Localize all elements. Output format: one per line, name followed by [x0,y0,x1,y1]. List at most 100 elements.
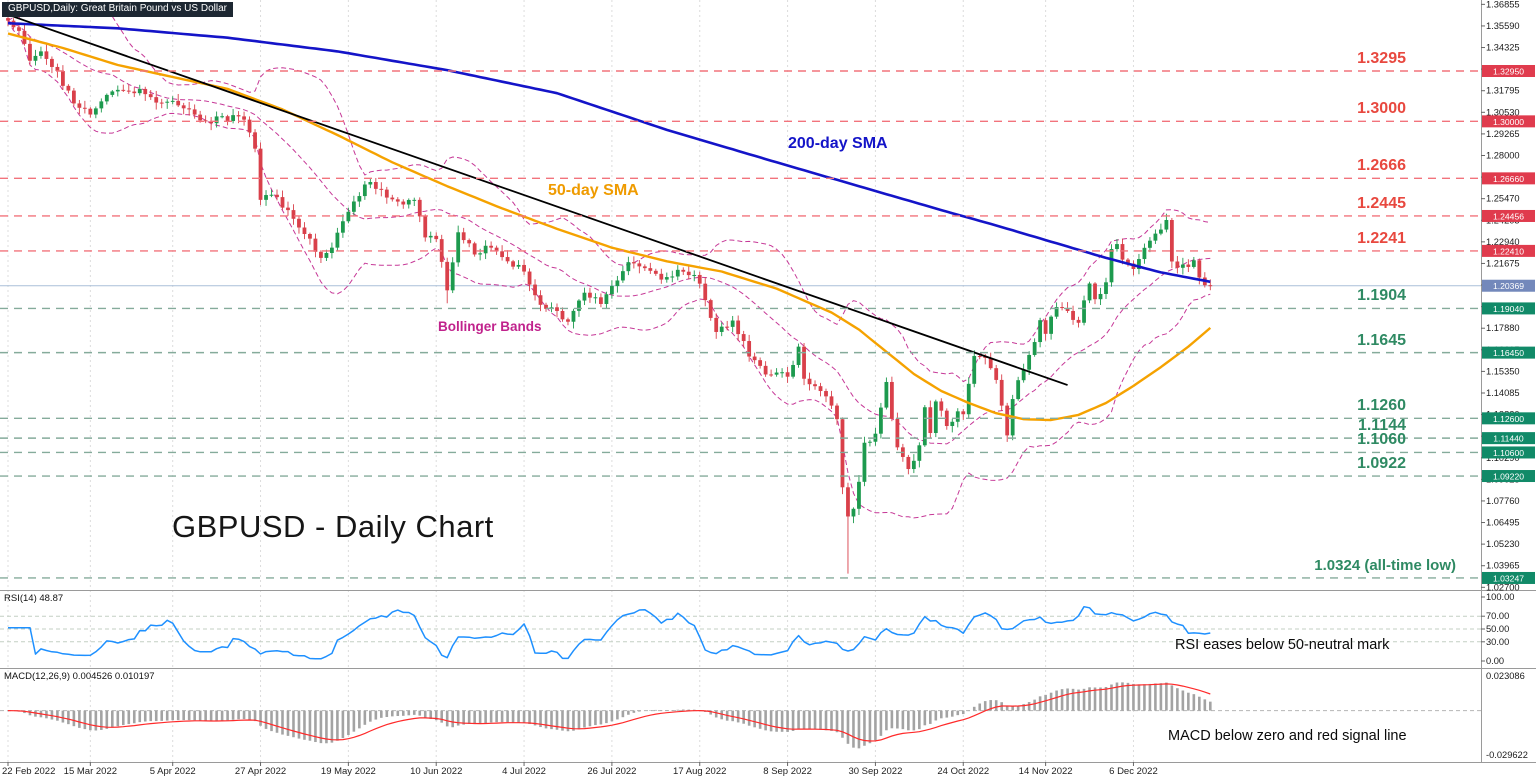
svg-text:1.32950: 1.32950 [1493,67,1524,77]
resistance-price-badge [1482,172,1535,185]
chart-title-bar: GBPUSD,Daily: Great Britain Pound vs US … [2,2,233,17]
support-price-badge [1482,446,1535,459]
macd-annotation: MACD below zero and red signal line [1168,728,1407,744]
svg-text:1.19040: 1.19040 [1493,304,1524,314]
svg-text:5 Apr 2022: 5 Apr 2022 [150,766,196,777]
support-price-badge [1482,346,1535,359]
bollinger-bands-label: Bollinger Bands [438,319,542,334]
svg-text:1.25470: 1.25470 [1486,194,1520,204]
svg-text:1.02700: 1.02700 [1486,582,1520,592]
svg-text:27 Apr 2022: 27 Apr 2022 [235,766,286,777]
rsi-annotation: RSI eases below 50-neutral mark [1175,637,1390,653]
macd-histogram [12,682,1212,749]
resistance-level-label: 1.3295 [1357,50,1406,67]
svg-text:1.16450: 1.16450 [1493,348,1524,358]
svg-text:0.023086: 0.023086 [1486,671,1525,681]
svg-text:1.30000: 1.30000 [1493,117,1524,127]
support-level-label: 1.1260 [1357,397,1406,415]
svg-text:1.24456: 1.24456 [1493,211,1524,221]
svg-text:1.26660: 1.26660 [1493,174,1524,184]
sma200-line [7,21,1211,284]
resistance-level-label: 1.3000 [1357,100,1406,118]
resistance-price-badge [1482,115,1535,128]
svg-text:-0.029622: -0.029622 [1486,750,1528,760]
support-level-label: 1.1144 [1357,417,1406,435]
macd-signal-line [7,683,1211,742]
svg-text:1.14085: 1.14085 [1486,388,1520,398]
support-price-badge [1482,412,1535,425]
svg-text:1.03965: 1.03965 [1486,561,1520,571]
sma50-label: 50-day SMA [548,182,639,199]
resistance-level-label: 1.2445 [1357,194,1406,212]
svg-text:1.20369: 1.20369 [1493,281,1524,291]
current-price-badge [1482,279,1535,292]
svg-text:1.22410: 1.22410 [1493,246,1524,256]
svg-text:6 Dec 2022: 6 Dec 2022 [1109,766,1158,777]
svg-text:10 Jun 2022: 10 Jun 2022 [410,766,462,777]
svg-text:15 Mar 2022: 15 Mar 2022 [64,766,117,777]
svg-text:30 Sep 2022: 30 Sep 2022 [848,766,902,777]
rsi-line [8,605,1211,660]
svg-text:1.07760: 1.07760 [1486,496,1520,506]
bollinger-middle-band [7,20,1211,445]
bollinger-lower-band [7,20,1211,519]
bollinger-upper-band [7,7,1211,383]
svg-text:1.03247: 1.03247 [1493,573,1524,583]
price-badges-layer: 1.32950 1.30000 1.26660 1.24456 1.22410 1.190… [1482,65,1535,584]
levels-layer [0,70,1481,579]
svg-text:1.28000: 1.28000 [1486,150,1520,160]
resistance-level-label: 1.2666 [1357,157,1406,175]
svg-text:1.29265: 1.29265 [1486,129,1520,139]
svg-text:17 Aug 2022: 17 Aug 2022 [673,766,726,777]
support-level-label: 1.1904 [1357,287,1406,305]
svg-text:1.31795: 1.31795 [1486,86,1520,96]
svg-text:1.12600: 1.12600 [1493,414,1524,424]
resistance-price-badge [1482,209,1535,222]
svg-text:1.36855: 1.36855 [1486,0,1520,9]
support-price-badge [1482,470,1535,483]
resistance-level-label: 1.2241 [1357,229,1406,247]
svg-text:1.35590: 1.35590 [1486,21,1520,31]
all-time-low-label: 1.0324 (all-time low) [1314,557,1456,574]
macd-indicator-label: MACD(12,26,9) 0.004526 0.010197 [4,671,155,682]
price-axis[interactable]: 1.368551.355901.343251.330601.317951.305… [1481,0,1520,592]
svg-text:22 Feb 2022: 22 Feb 2022 [2,766,55,777]
rsi-pane: 100.00 70.00 50.00 30.00 0.00 [0,592,1514,666]
all-time-low-price-badge [1482,571,1535,584]
support-price-badge [1482,302,1535,315]
svg-text:1.30530: 1.30530 [1486,107,1520,117]
support-level-label: 1.1060 [1357,431,1406,449]
sma200-label: 200-day SMA [788,135,888,152]
svg-text:1.21675: 1.21675 [1486,258,1520,268]
svg-text:1.15350: 1.15350 [1486,366,1520,376]
svg-text:1.22940: 1.22940 [1486,237,1520,247]
resistance-price-badge [1482,244,1535,257]
support-price-badge [1482,432,1535,445]
svg-text:30.00: 30.00 [1486,637,1509,647]
svg-text:1.06495: 1.06495 [1486,518,1520,528]
svg-text:1.17880: 1.17880 [1486,323,1520,333]
downtrend-line [7,13,1068,386]
chart-watermark-title: GBPUSD - Daily Chart [172,509,494,544]
svg-text:4 Jul 2022: 4 Jul 2022 [502,766,546,777]
svg-text:100.00: 100.00 [1486,592,1514,602]
svg-text:26 Jul 2022: 26 Jul 2022 [587,766,636,777]
support-level-label: 1.1645 [1357,331,1406,349]
rsi-indicator-label: RSI(14) 48.87 [4,593,64,604]
support-level-label: 1.0922 [1357,455,1406,473]
svg-text:1.34325: 1.34325 [1486,43,1520,53]
svg-text:24 Oct 2022: 24 Oct 2022 [937,766,989,777]
svg-text:0.00: 0.00 [1486,656,1504,666]
svg-text:50.00: 50.00 [1486,624,1509,634]
svg-text:14 Nov 2022: 14 Nov 2022 [1019,766,1073,777]
svg-text:70.00: 70.00 [1486,611,1509,621]
time-axis[interactable]: 22 Feb 2022 15 Mar 2022 5 Apr 2022 27 Apr 2… [2,762,1158,777]
macd-pane: 0.023086 -0.029622 [0,671,1528,760]
svg-text:1.10600: 1.10600 [1493,448,1524,458]
svg-text:1.05230: 1.05230 [1486,539,1520,549]
svg-text:1.09220: 1.09220 [1493,472,1524,482]
svg-text:19 May 2022: 19 May 2022 [321,766,376,777]
svg-text:1.11440: 1.11440 [1493,434,1524,444]
